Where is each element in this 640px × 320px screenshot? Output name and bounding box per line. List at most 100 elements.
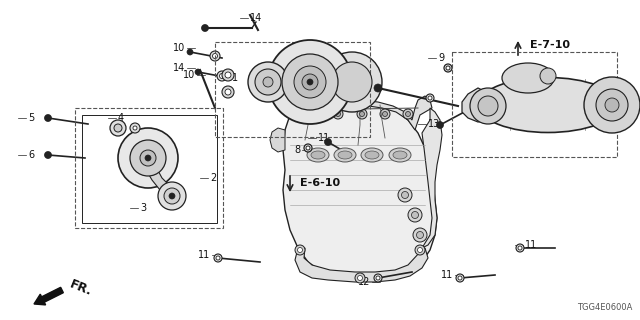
- Circle shape: [374, 274, 382, 282]
- Circle shape: [302, 74, 318, 90]
- Circle shape: [294, 66, 326, 98]
- Circle shape: [413, 228, 427, 242]
- Circle shape: [45, 151, 51, 158]
- Circle shape: [114, 124, 122, 132]
- Bar: [452, 52, 617, 157]
- Circle shape: [426, 94, 434, 102]
- Ellipse shape: [338, 151, 352, 159]
- Bar: [75, 108, 223, 228]
- Circle shape: [214, 254, 222, 262]
- Text: 9: 9: [438, 53, 444, 63]
- Circle shape: [401, 191, 408, 198]
- Circle shape: [45, 115, 51, 122]
- Circle shape: [470, 88, 506, 124]
- Circle shape: [478, 96, 498, 116]
- Circle shape: [324, 139, 332, 146]
- Circle shape: [187, 49, 193, 55]
- Bar: [215, 42, 370, 137]
- Circle shape: [306, 146, 310, 150]
- Text: 7: 7: [362, 79, 368, 89]
- Circle shape: [307, 79, 313, 85]
- Circle shape: [417, 231, 424, 238]
- Polygon shape: [422, 108, 442, 248]
- Circle shape: [225, 72, 231, 78]
- Circle shape: [584, 77, 640, 133]
- Circle shape: [255, 69, 281, 95]
- Circle shape: [263, 77, 273, 87]
- Circle shape: [444, 64, 452, 72]
- Circle shape: [446, 66, 450, 70]
- Circle shape: [268, 40, 352, 124]
- Circle shape: [335, 111, 340, 116]
- Polygon shape: [140, 150, 178, 200]
- Circle shape: [358, 276, 362, 281]
- Circle shape: [408, 208, 422, 222]
- Circle shape: [130, 140, 166, 176]
- Circle shape: [456, 274, 464, 282]
- Ellipse shape: [365, 151, 379, 159]
- Ellipse shape: [393, 151, 407, 159]
- Circle shape: [282, 54, 338, 110]
- Ellipse shape: [361, 148, 383, 162]
- Text: 1: 1: [232, 73, 238, 83]
- Circle shape: [403, 109, 413, 119]
- Circle shape: [518, 246, 522, 250]
- Circle shape: [222, 69, 234, 81]
- Circle shape: [605, 98, 619, 112]
- Circle shape: [415, 245, 425, 255]
- Circle shape: [217, 71, 227, 81]
- Text: 10: 10: [173, 43, 185, 53]
- Circle shape: [222, 86, 234, 98]
- Polygon shape: [295, 248, 428, 282]
- Circle shape: [310, 109, 320, 119]
- Circle shape: [540, 68, 556, 84]
- Circle shape: [458, 276, 462, 280]
- Circle shape: [216, 256, 220, 260]
- Text: 4: 4: [118, 113, 124, 123]
- Circle shape: [225, 89, 231, 95]
- Text: 3: 3: [140, 203, 146, 213]
- Circle shape: [158, 182, 186, 210]
- Text: TGG4E0600A: TGG4E0600A: [577, 303, 632, 312]
- Text: E-7-10: E-7-10: [530, 40, 570, 50]
- Text: 11: 11: [198, 250, 210, 260]
- Circle shape: [140, 150, 156, 166]
- Circle shape: [412, 212, 419, 219]
- Circle shape: [596, 89, 628, 121]
- Circle shape: [417, 247, 422, 252]
- Circle shape: [220, 74, 225, 78]
- Ellipse shape: [502, 63, 554, 93]
- Circle shape: [130, 123, 140, 133]
- Ellipse shape: [307, 148, 329, 162]
- Text: 11: 11: [318, 133, 330, 143]
- Text: 12: 12: [358, 277, 370, 287]
- Text: 14: 14: [173, 63, 185, 73]
- Polygon shape: [295, 96, 432, 130]
- Text: FR.: FR.: [68, 278, 94, 298]
- Ellipse shape: [478, 77, 618, 132]
- Ellipse shape: [389, 148, 411, 162]
- Circle shape: [298, 247, 303, 252]
- Text: 10: 10: [183, 70, 195, 80]
- Circle shape: [360, 111, 365, 116]
- Circle shape: [380, 109, 390, 119]
- Circle shape: [357, 109, 367, 119]
- Polygon shape: [283, 104, 437, 280]
- Circle shape: [195, 69, 201, 75]
- Ellipse shape: [334, 148, 356, 162]
- Circle shape: [333, 109, 343, 119]
- FancyArrow shape: [34, 287, 63, 305]
- Text: 2: 2: [210, 173, 216, 183]
- Ellipse shape: [311, 151, 325, 159]
- Text: 13: 13: [428, 119, 440, 129]
- Circle shape: [398, 188, 412, 202]
- Polygon shape: [462, 88, 498, 122]
- Circle shape: [374, 84, 382, 92]
- Circle shape: [145, 155, 151, 161]
- Bar: [82, 115, 217, 223]
- Text: 14: 14: [250, 13, 262, 23]
- Text: 11: 11: [441, 270, 453, 280]
- Text: 6: 6: [28, 150, 34, 160]
- Circle shape: [383, 111, 387, 116]
- Circle shape: [322, 52, 382, 112]
